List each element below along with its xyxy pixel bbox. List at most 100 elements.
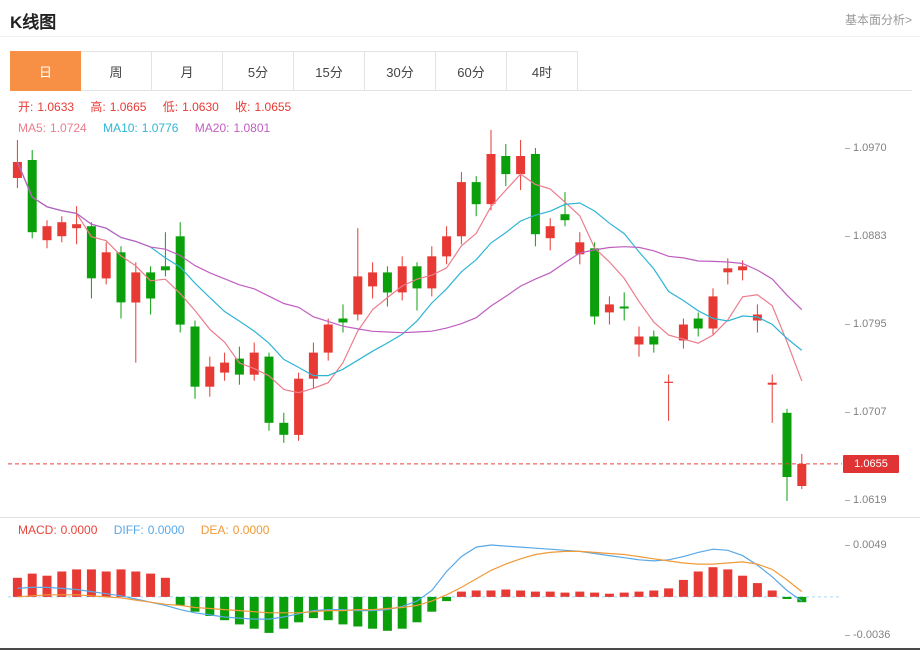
macd-bar — [86, 569, 96, 597]
candle-body — [501, 156, 511, 175]
candle-body — [516, 156, 526, 175]
candle-body — [797, 463, 807, 486]
candle-body — [442, 236, 452, 257]
open-label: 开: — [18, 100, 34, 114]
candle-body — [738, 266, 748, 271]
candle-body — [368, 272, 378, 287]
macd-bar — [205, 596, 215, 616]
candle-body — [279, 422, 289, 435]
candle-body — [619, 306, 629, 309]
period-tab-month[interactable]: 月 — [152, 51, 223, 91]
chart-divider — [0, 517, 920, 518]
open-value: 1.0633 — [37, 100, 75, 114]
y-axis-label-0: 1.0970 — [845, 141, 917, 155]
candle-body — [42, 226, 52, 241]
macd-bar — [294, 596, 304, 623]
ma-legend: MA5: 1.0724 MA10: 1.0776 MA20: 1.0801 — [18, 121, 283, 135]
macd-bar — [175, 596, 185, 606]
y-axis-label-3: 1.0707 — [845, 405, 917, 419]
macd-bar — [516, 590, 526, 597]
candle-body — [708, 296, 718, 329]
candle-body — [412, 266, 422, 289]
axis-tick — [845, 634, 850, 636]
macd-bar — [382, 596, 392, 631]
page-title: K线图 — [10, 13, 57, 32]
macd-bar — [767, 590, 777, 597]
period-tab-15min[interactable]: 15分 — [294, 51, 365, 91]
axis-tick — [845, 544, 850, 546]
candle-body — [116, 252, 126, 303]
candle-body — [545, 226, 555, 239]
candle-body — [160, 266, 170, 271]
macd-bar — [797, 596, 807, 603]
macd-bar — [575, 591, 585, 597]
candle-body — [294, 378, 304, 435]
period-tab-week[interactable]: 周 — [81, 51, 152, 91]
candle-body — [678, 324, 688, 341]
macd-bar — [471, 590, 481, 597]
macd-bar — [486, 590, 496, 597]
macd-y-axis-label-text: -0.0036 — [853, 629, 891, 641]
candle-body — [353, 276, 363, 315]
y-axis-label-4: 1.0619 — [845, 493, 917, 507]
candle-body — [57, 222, 67, 237]
axis-tick — [845, 235, 850, 237]
candle-body — [782, 412, 792, 477]
ma10-value: 1.0776 — [141, 121, 179, 135]
candle-body — [456, 182, 466, 237]
macd-bar — [649, 590, 659, 597]
macd-bar — [530, 591, 540, 597]
macd-y-axis-label-text: 0.0049 — [853, 539, 887, 551]
candle-body — [12, 162, 22, 178]
y-axis-label-text: 1.0619 — [853, 494, 887, 506]
low-pair: 低: 1.0630 — [163, 100, 219, 114]
macd-bar — [57, 571, 67, 597]
macd-bar — [604, 593, 614, 597]
macd-bar — [590, 592, 600, 597]
candle-body — [486, 154, 496, 205]
low-label: 低: — [162, 100, 179, 114]
candle-body — [471, 182, 481, 205]
macd-bar — [308, 596, 318, 619]
macd-bar — [353, 596, 363, 627]
macd-bar — [146, 573, 156, 597]
macd-bar — [619, 592, 629, 597]
diff-value: 0.0000 — [147, 523, 185, 537]
period-tab-60min[interactable]: 60分 — [436, 51, 507, 91]
macd-bar — [723, 569, 733, 597]
candle-body — [205, 366, 215, 387]
y-axis-label-text: 1.0970 — [853, 142, 887, 154]
macd-y-axis-label-1: -0.0036 — [845, 628, 917, 642]
macd-bar — [738, 575, 748, 597]
candle-body — [264, 356, 274, 423]
ohlc-legend: 开: 1.0633 高: 1.0665 低: 1.0630 收: 1.0655 — [18, 98, 304, 115]
macd-bar — [72, 569, 82, 597]
candle-body — [72, 224, 82, 229]
period-tab-4hour[interactable]: 4时 — [507, 51, 578, 91]
diff-pair: DIFF: 0.0000 — [114, 523, 185, 537]
open-pair: 开: 1.0633 — [18, 100, 74, 114]
macd-bar — [131, 571, 141, 597]
candle-body — [323, 324, 333, 353]
period-tab-day[interactable]: 日 — [10, 51, 81, 91]
ma5-label: MA5: — [18, 121, 47, 135]
current-price-badge: 1.0655 — [843, 455, 899, 473]
ma5-pair: MA5: 1.0724 — [18, 121, 87, 135]
macd-bar — [249, 596, 259, 629]
macd-bar — [190, 596, 200, 612]
high-label: 高: — [90, 100, 106, 114]
macd-bar — [501, 589, 511, 597]
macd-bar — [116, 569, 126, 597]
period-tab-30min[interactable]: 30分 — [365, 51, 436, 91]
macd-bar — [368, 596, 378, 629]
period-tab-5min[interactable]: 5分 — [223, 51, 294, 91]
axis-tick — [845, 147, 850, 149]
candle-body — [220, 362, 230, 373]
ma20-line — [16, 161, 803, 334]
candle-body — [693, 318, 703, 329]
y-axis-label-text: 1.0795 — [853, 318, 887, 330]
macd-bar — [456, 591, 466, 597]
fundamental-analysis-link[interactable]: 基本面分析> — [844, 13, 912, 27]
macd-value: 0.0000 — [60, 523, 98, 537]
